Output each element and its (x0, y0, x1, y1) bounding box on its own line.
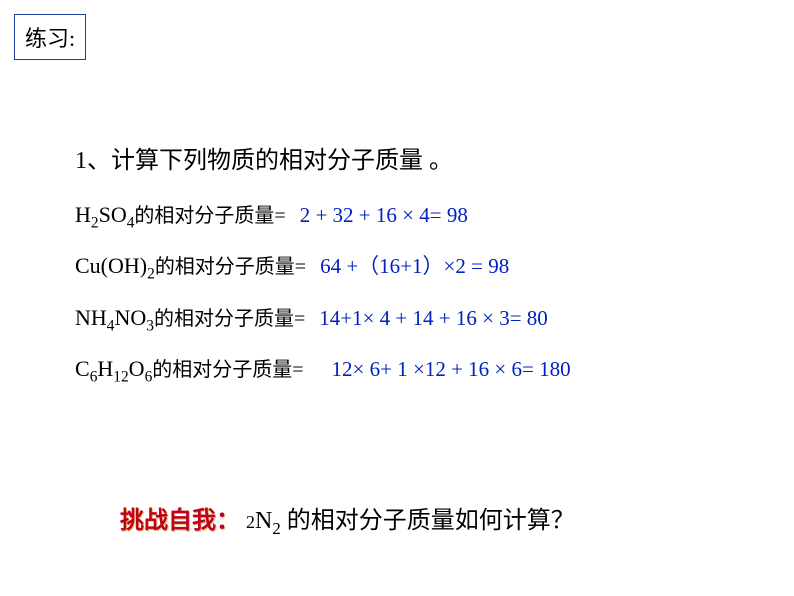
answer-4: 12× 6+ 1 ×12 + 16 × 6= 180 (332, 357, 571, 382)
suffix-text: 的相对分子质量= (134, 199, 285, 228)
answer-1: 2 + 32 + 16 × 4= 98 (300, 203, 468, 228)
suffix-text: 的相对分子质量= (154, 302, 305, 331)
formula-2: Cu(OH)2 (75, 253, 155, 283)
formula-1: H2SO4 (75, 202, 134, 232)
item-row: NH4NO3 的相对分子质量= 14+1× 4 + 14 + 16 × 3= 8… (75, 302, 755, 335)
challenge-tail: 的相对分子质量如何计算？ (281, 508, 575, 534)
challenge-formula: N2 (255, 508, 281, 534)
exercise-label: 练习: (25, 26, 75, 51)
suffix-text: 的相对分子质量= (152, 353, 303, 382)
suffix-text: 的相对分子质量= (155, 250, 306, 279)
formula-4: C6H12O6 (75, 356, 152, 386)
content-area: 1、计算下列物质的相对分子质量 。 H2SO4 的相对分子质量= 2 + 32 … (75, 140, 755, 405)
formula-3: NH4NO3 (75, 305, 154, 335)
item-row: Cu(OH)2 的相对分子质量= 64 +（16+1）×2 = 98 (75, 250, 755, 283)
answer-3: 14+1× 4 + 14 + 16 × 3= 80 (319, 306, 548, 331)
coefficient-2: 2 (246, 512, 255, 532)
challenge-question: 2N2 的相对分子质量如何计算？ (246, 500, 575, 539)
item-row: H2SO4 的相对分子质量= 2 + 32 + 16 × 4= 98 (75, 199, 755, 232)
exercise-label-box: 练习: (14, 14, 86, 60)
challenge-section: 挑战自我： 2N2 的相对分子质量如何计算？ (120, 500, 575, 539)
question-heading: 1、计算下列物质的相对分子质量 。 (75, 140, 755, 175)
challenge-label: 挑战自我： (120, 500, 240, 535)
answer-2: 64 +（16+1）×2 = 98 (320, 250, 509, 280)
item-row: C6H12O6 的相对分子质量= 12× 6+ 1 ×12 + 16 × 6= … (75, 353, 755, 386)
